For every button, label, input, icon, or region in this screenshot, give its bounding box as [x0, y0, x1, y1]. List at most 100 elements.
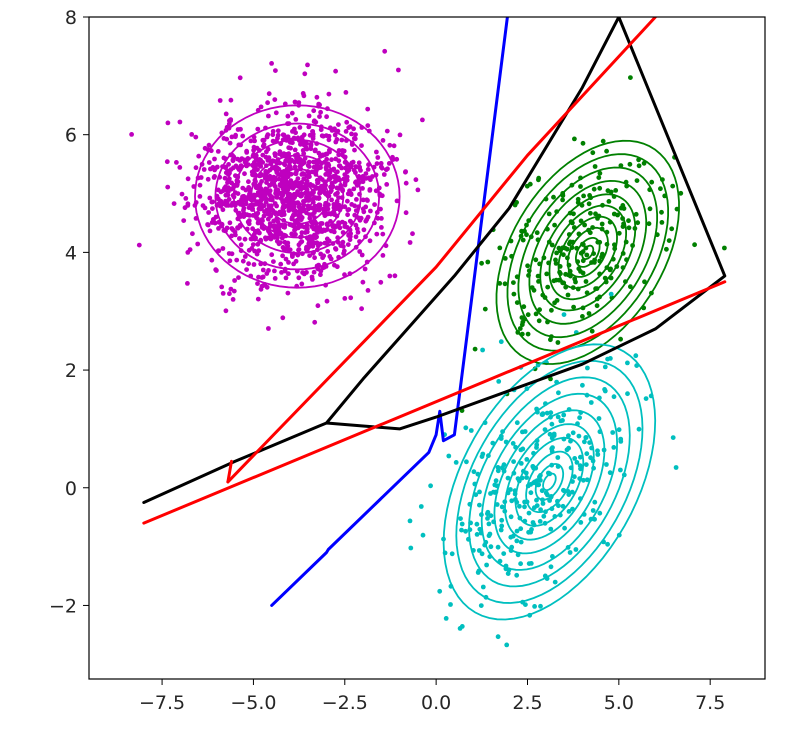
scatter-point — [529, 285, 535, 290]
scatter-point — [283, 275, 289, 281]
scatter-point — [275, 128, 281, 134]
scatter-point — [277, 149, 283, 155]
scatter-point — [289, 110, 295, 116]
contour-set-2 — [194, 104, 401, 289]
scatter-point — [542, 427, 548, 432]
scatter-point — [275, 132, 281, 138]
scatter-point — [273, 110, 279, 116]
scatter-point — [641, 160, 647, 166]
scatter-point — [272, 97, 278, 102]
scatter-point — [512, 202, 518, 208]
scatter-point — [212, 220, 218, 226]
scatter-point — [649, 179, 655, 185]
scatter-point — [524, 457, 530, 462]
scatter-point — [555, 455, 561, 460]
scatter-point — [514, 528, 520, 534]
scatter-point — [207, 195, 213, 201]
scatter-point — [578, 218, 584, 224]
scatter-point — [362, 266, 368, 272]
scatter-point — [553, 261, 559, 266]
scatter-point — [246, 179, 251, 185]
scatter-point — [320, 152, 326, 158]
scatter-point — [647, 206, 653, 212]
scatter-point — [611, 445, 617, 450]
scatter-point — [287, 163, 292, 169]
scatter-point — [352, 203, 357, 209]
scatter-point — [383, 167, 389, 173]
scatter-point — [602, 364, 608, 370]
scatter-point — [384, 128, 390, 134]
scatter-point — [497, 245, 503, 251]
scatter-point — [525, 263, 530, 269]
scatter-point — [301, 199, 306, 204]
scatter-point — [286, 260, 291, 265]
scatter-point — [581, 193, 586, 199]
y-tick-label: 2 — [65, 360, 77, 382]
contour-line — [265, 168, 329, 225]
scatter-point — [692, 242, 697, 248]
scatter-point — [555, 414, 561, 420]
scatter-point — [578, 454, 583, 460]
scatter-point — [242, 211, 247, 217]
scatter-point — [578, 520, 584, 525]
scatter-point — [453, 460, 459, 465]
scatter-point — [205, 176, 211, 182]
scatter-point — [336, 158, 342, 164]
contour-line — [214, 122, 381, 271]
contour-line — [504, 423, 595, 541]
scatter-point — [251, 262, 257, 267]
scatter-point — [626, 218, 631, 224]
scatter-point — [300, 91, 306, 96]
scatter-point — [261, 213, 267, 219]
scatter-point — [618, 336, 623, 342]
scatter-point — [359, 306, 364, 312]
scatter-point — [333, 68, 338, 74]
scatter-point — [298, 141, 303, 147]
scatter-point — [537, 519, 543, 524]
scatter-point — [307, 253, 312, 258]
x-tick-label: 2.5 — [512, 692, 542, 714]
x-tick-label: −5.0 — [230, 692, 276, 714]
scatter-point — [292, 164, 298, 170]
y-tick-label: −2 — [49, 595, 77, 617]
scatter-point — [353, 180, 358, 185]
scatter-point — [351, 126, 356, 132]
scatter-point — [307, 215, 313, 221]
scatter-point — [658, 186, 663, 192]
scatter-point — [267, 197, 273, 203]
scatter-point — [206, 160, 212, 165]
contour-line — [557, 215, 618, 289]
scatter-point — [283, 189, 288, 195]
scatter-point — [305, 62, 310, 68]
scatter-point — [232, 229, 238, 235]
scatter-point — [293, 117, 299, 122]
contour-set-0 — [495, 139, 680, 365]
scatter-point — [206, 142, 212, 148]
scatter-point — [633, 353, 639, 359]
scatter-point — [174, 160, 179, 165]
scatter-point — [265, 216, 271, 222]
contour-line — [250, 154, 345, 239]
scatter-point — [575, 196, 581, 202]
scatter-point — [193, 165, 199, 171]
scatter-point — [348, 295, 354, 301]
axis-layer: −7.5 −5.0 −2.5 0.0 2.5 5.0 7.5 −2 0 2 4 6 8 — [49, 7, 725, 714]
scatter-point — [275, 187, 281, 193]
scatter-point — [594, 303, 600, 309]
scatter-point — [670, 435, 676, 440]
scatter-point — [317, 190, 322, 196]
scatter-point — [272, 201, 278, 206]
scatter-point — [446, 453, 452, 459]
scatter-point — [443, 616, 449, 621]
contour-line — [514, 436, 585, 527]
scatter-point — [311, 108, 317, 114]
scatter-point — [567, 550, 573, 555]
scatter-point — [227, 140, 233, 146]
scatter-point — [574, 460, 580, 465]
scatter-point — [374, 231, 380, 237]
scatter-point — [255, 281, 260, 286]
scatter-point — [495, 544, 501, 550]
scatter-point — [479, 260, 484, 266]
scatter-point — [267, 221, 273, 227]
